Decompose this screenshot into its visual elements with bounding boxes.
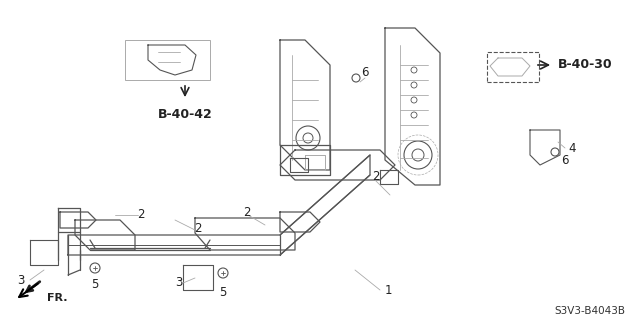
Text: B-40-30: B-40-30 (557, 58, 612, 71)
Text: 4: 4 (568, 142, 576, 154)
Text: 6: 6 (561, 153, 569, 167)
Text: B-40-42: B-40-42 (157, 108, 212, 122)
Text: 1: 1 (384, 284, 392, 296)
Text: 2: 2 (372, 170, 380, 183)
Text: 2: 2 (243, 206, 251, 219)
Text: S3V3-B4043B: S3V3-B4043B (554, 306, 625, 316)
Text: 2: 2 (195, 221, 202, 234)
Text: 5: 5 (92, 278, 99, 292)
Text: 5: 5 (220, 286, 227, 300)
Text: 3: 3 (17, 273, 25, 286)
Text: FR.: FR. (47, 293, 67, 303)
Text: 6: 6 (361, 66, 369, 79)
Text: 3: 3 (175, 277, 182, 290)
Text: 2: 2 (137, 209, 145, 221)
